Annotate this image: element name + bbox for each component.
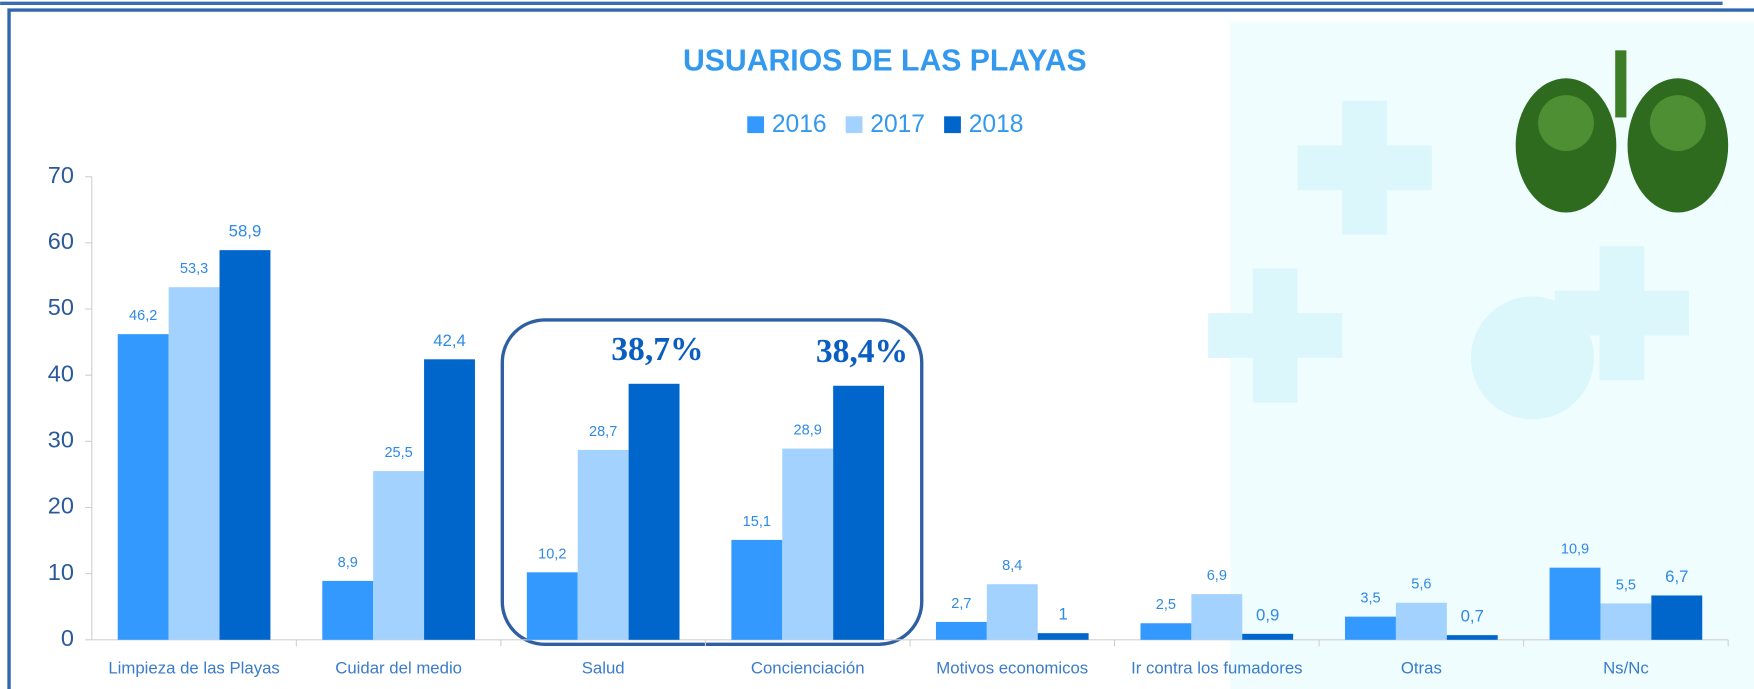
y-tick-label: 20 <box>48 493 74 519</box>
legend-label: 2016 <box>772 111 827 138</box>
bar <box>782 449 833 640</box>
y-tick-label: 50 <box>48 294 74 320</box>
value-label: 10,9 <box>1561 542 1589 558</box>
bar <box>322 581 373 640</box>
bar <box>373 471 424 640</box>
value-label: 6,7 <box>1665 567 1688 586</box>
y-tick-label: 40 <box>48 360 74 386</box>
x-tick-label: Salud <box>582 658 625 677</box>
value-label: 8,4 <box>1002 558 1022 574</box>
bar <box>169 287 220 640</box>
bar <box>936 622 987 640</box>
bar <box>1651 595 1702 639</box>
x-tick-label: Limpieza de las Playas <box>108 658 279 677</box>
y-tick-label: 0 <box>61 625 74 651</box>
bar <box>1242 634 1293 640</box>
legend-swatch <box>747 116 764 133</box>
value-label: 58,9 <box>229 222 262 241</box>
x-tick-label: Otras <box>1401 658 1442 677</box>
y-tick-label: 70 <box>48 162 74 188</box>
bar <box>1140 623 1191 640</box>
bar <box>1550 568 1601 640</box>
bar <box>1038 633 1089 640</box>
value-label: 1 <box>1058 605 1067 624</box>
legend-swatch <box>846 116 863 133</box>
bar <box>424 359 475 639</box>
bar <box>731 540 782 640</box>
bar <box>1396 603 1447 640</box>
bar <box>1600 603 1651 639</box>
value-label: 5,5 <box>1616 577 1636 593</box>
value-label: 28,7 <box>589 424 617 440</box>
value-label: 15,1 <box>743 514 771 530</box>
value-label: 8,9 <box>338 555 358 571</box>
y-tick-label: 60 <box>48 228 74 254</box>
value-label: 10,2 <box>538 546 566 562</box>
bar <box>833 386 884 640</box>
value-label: 0,9 <box>1256 605 1279 624</box>
bar <box>1191 594 1242 640</box>
value-label: 46,2 <box>129 308 157 324</box>
value-label: 38,7% <box>611 331 703 368</box>
x-tick-label: Ir contra los fumadores <box>1131 658 1302 677</box>
bar <box>629 384 680 640</box>
bar <box>1345 617 1396 640</box>
x-tick-label: Motivos economicos <box>936 658 1088 677</box>
value-label: 3,5 <box>1360 591 1380 607</box>
x-tick-label: Concienciación <box>751 658 865 677</box>
bar <box>987 584 1038 640</box>
bar <box>527 572 578 639</box>
value-label: 28,9 <box>794 423 822 439</box>
y-tick-label: 10 <box>48 559 74 585</box>
value-label: 2,7 <box>951 596 971 612</box>
chart: USUARIOS DE LAS PLAYAS 0 10 20 30 40 50 60 70 20… <box>0 0 1754 689</box>
value-label: 0,7 <box>1461 607 1484 626</box>
value-label: 25,5 <box>384 445 412 461</box>
bar <box>578 450 629 640</box>
value-label: 42,4 <box>433 331 466 350</box>
legend-label: 2018 <box>969 111 1024 138</box>
legend-swatch <box>944 116 961 133</box>
y-tick-label: 30 <box>48 427 74 453</box>
value-label: 6,9 <box>1207 568 1227 584</box>
legend-label: 2017 <box>870 111 925 138</box>
bar <box>1447 635 1498 640</box>
value-label: 38,4% <box>816 333 908 370</box>
x-tick-label: Cuidar del medio <box>335 658 462 677</box>
value-label: 2,5 <box>1156 597 1176 613</box>
bar <box>118 334 169 640</box>
bar <box>220 250 271 640</box>
value-label: 53,3 <box>180 261 208 277</box>
value-label: 5,6 <box>1411 577 1431 593</box>
chart-title: USUARIOS DE LAS PLAYAS <box>683 45 1087 78</box>
x-tick-label: Ns/Nc <box>1603 658 1649 677</box>
